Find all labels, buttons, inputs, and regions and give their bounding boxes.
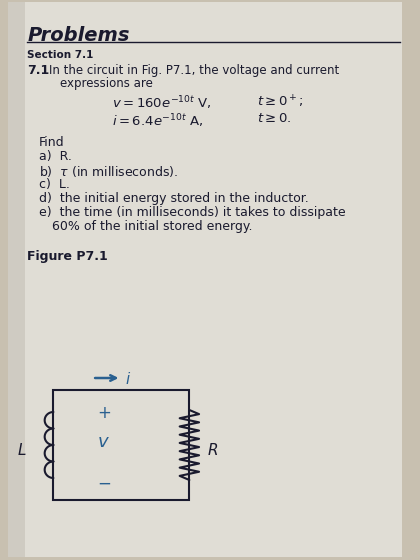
Text: $i$: $i$ [125, 371, 131, 387]
Text: e)  the time (in milliseconds) it takes to dissipate: e) the time (in milliseconds) it takes t… [39, 206, 346, 219]
Text: Problems: Problems [27, 26, 130, 45]
Text: Section 7.1: Section 7.1 [27, 50, 94, 60]
Text: expressions are: expressions are [60, 77, 153, 90]
Text: b)  $\tau$ (in milliseconds).: b) $\tau$ (in milliseconds). [39, 164, 178, 179]
Bar [8, 2, 25, 557]
Text: $t \geq 0^+;$: $t \geq 0^+;$ [257, 94, 304, 110]
Text: +: + [97, 404, 111, 422]
Text: −: − [97, 475, 111, 493]
Text: $R$: $R$ [207, 442, 218, 458]
Text: a)  R.: a) R. [39, 150, 72, 163]
Bar [53, 390, 189, 500]
FancyBboxPatch shape [8, 2, 402, 557]
Text: $v$: $v$ [97, 433, 110, 451]
Text: 7.1: 7.1 [27, 64, 50, 77]
Text: $i = 6.4e^{-10t}$ A,: $i = 6.4e^{-10t}$ A, [112, 112, 203, 129]
Text: $t \geq 0.$: $t \geq 0.$ [257, 112, 292, 125]
Text: Find: Find [39, 136, 65, 149]
Text: $L$: $L$ [17, 442, 26, 458]
Text: c)  L.: c) L. [39, 178, 70, 191]
Text: d)  the initial energy stored in the inductor.: d) the initial energy stored in the indu… [39, 192, 309, 205]
Text: In the circuit in Fig. P7.1, the voltage and current: In the circuit in Fig. P7.1, the voltage… [49, 64, 339, 77]
Text: 60% of the initial stored energy.: 60% of the initial stored energy. [52, 220, 253, 233]
Text: Figure P7.1: Figure P7.1 [27, 250, 108, 263]
Text: $v = 160e^{-10t}$ V,: $v = 160e^{-10t}$ V, [112, 94, 212, 111]
